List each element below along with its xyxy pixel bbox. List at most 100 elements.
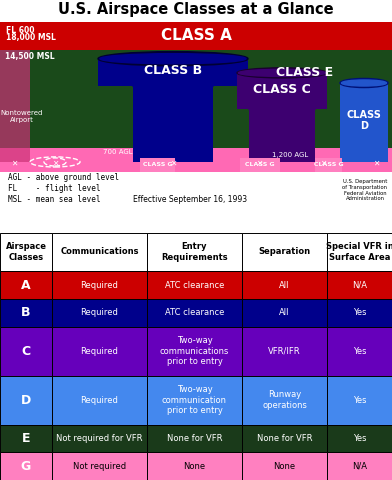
Bar bbox=[147, 452, 242, 480]
Text: Required: Required bbox=[81, 308, 118, 317]
Bar bbox=[327, 452, 392, 480]
Bar bbox=[0, 49, 30, 162]
Text: CLASS
D: CLASS D bbox=[347, 109, 381, 131]
Ellipse shape bbox=[249, 106, 315, 113]
Text: Yes: Yes bbox=[353, 308, 366, 317]
Ellipse shape bbox=[237, 68, 327, 78]
Text: CLASS E: CLASS E bbox=[276, 66, 334, 79]
Text: CLASS A: CLASS A bbox=[161, 28, 231, 43]
Text: ✕: ✕ bbox=[170, 158, 176, 168]
Bar bbox=[0, 375, 52, 425]
Text: None for VFR: None for VFR bbox=[167, 434, 222, 443]
Text: U.S. Airspace Classes at a Glance: U.S. Airspace Classes at a Glance bbox=[58, 2, 334, 17]
Text: Effective September 16, 1993: Effective September 16, 1993 bbox=[133, 195, 247, 204]
Text: Two-way
communication
prior to entry: Two-way communication prior to entry bbox=[162, 385, 227, 415]
Text: Not required: Not required bbox=[73, 462, 126, 471]
Bar bbox=[140, 158, 175, 172]
Bar bbox=[242, 425, 327, 452]
Bar bbox=[0, 425, 52, 452]
Text: All: All bbox=[279, 280, 290, 289]
Text: A: A bbox=[21, 278, 31, 291]
Text: D: D bbox=[21, 394, 31, 407]
Text: 14,500 MSL: 14,500 MSL bbox=[5, 52, 54, 60]
Bar bbox=[327, 326, 392, 375]
Bar bbox=[242, 375, 327, 425]
Bar bbox=[147, 271, 242, 299]
Ellipse shape bbox=[341, 80, 387, 86]
Bar bbox=[242, 271, 327, 299]
Text: Required: Required bbox=[81, 280, 118, 289]
Bar bbox=[147, 375, 242, 425]
Text: FL 600: FL 600 bbox=[6, 26, 34, 36]
Text: G: G bbox=[21, 460, 31, 473]
Text: E: E bbox=[22, 432, 30, 445]
Text: CLASS C: CLASS C bbox=[253, 83, 311, 96]
Bar bbox=[327, 299, 392, 326]
Bar bbox=[52, 452, 147, 480]
Text: Yes: Yes bbox=[353, 347, 366, 356]
Bar bbox=[98, 59, 248, 86]
Bar bbox=[340, 83, 388, 162]
Bar bbox=[249, 109, 315, 162]
Text: Runway
operations: Runway operations bbox=[262, 390, 307, 410]
Bar bbox=[52, 271, 147, 299]
Text: None for VFR: None for VFR bbox=[257, 434, 312, 443]
Text: Special VFR in
Surface Area: Special VFR in Surface Area bbox=[326, 242, 392, 262]
Text: None: None bbox=[274, 462, 296, 471]
Text: AGL - above ground level: AGL - above ground level bbox=[8, 173, 119, 181]
Text: Required: Required bbox=[81, 347, 118, 356]
Ellipse shape bbox=[238, 69, 325, 76]
Text: ATC clearance: ATC clearance bbox=[165, 280, 224, 289]
Text: CLASS G: CLASS G bbox=[245, 163, 275, 168]
Text: 1,200 AGL: 1,200 AGL bbox=[272, 152, 308, 158]
Bar bbox=[242, 299, 327, 326]
Text: Yes: Yes bbox=[353, 434, 366, 443]
Text: Entry
Requirements: Entry Requirements bbox=[161, 242, 228, 262]
Bar bbox=[52, 375, 147, 425]
Bar bbox=[240, 158, 280, 172]
Text: B: B bbox=[21, 306, 31, 319]
Text: CLASS B: CLASS B bbox=[144, 64, 202, 77]
Bar bbox=[242, 452, 327, 480]
Bar bbox=[242, 233, 327, 271]
Text: ✕: ✕ bbox=[11, 158, 17, 168]
Bar bbox=[133, 86, 213, 162]
Bar bbox=[52, 425, 147, 452]
Bar bbox=[147, 299, 242, 326]
Text: Not required for VFR: Not required for VFR bbox=[56, 434, 143, 443]
Bar bbox=[327, 425, 392, 452]
Text: None: None bbox=[183, 462, 205, 471]
Text: FL    - flight level: FL - flight level bbox=[8, 184, 100, 193]
Text: ✕: ✕ bbox=[373, 158, 379, 168]
Ellipse shape bbox=[133, 82, 213, 90]
Text: Yes: Yes bbox=[353, 396, 366, 405]
Text: Separation: Separation bbox=[258, 248, 310, 256]
Bar bbox=[0, 299, 52, 326]
Bar bbox=[327, 375, 392, 425]
Text: ATC clearance: ATC clearance bbox=[165, 308, 224, 317]
Text: N/A: N/A bbox=[352, 462, 367, 471]
Text: C: C bbox=[22, 345, 31, 358]
Bar bbox=[0, 326, 52, 375]
Text: Airspace
Classes: Airspace Classes bbox=[5, 242, 47, 262]
Bar bbox=[237, 73, 327, 109]
Text: Required: Required bbox=[81, 396, 118, 405]
Ellipse shape bbox=[98, 52, 248, 66]
Bar bbox=[147, 233, 242, 271]
Bar bbox=[0, 452, 52, 480]
Ellipse shape bbox=[100, 54, 246, 64]
Bar bbox=[52, 233, 147, 271]
Bar bbox=[147, 425, 242, 452]
Bar bbox=[327, 271, 392, 299]
Bar bbox=[52, 299, 147, 326]
Text: ✕: ✕ bbox=[320, 158, 326, 168]
Bar bbox=[52, 326, 147, 375]
Bar bbox=[315, 158, 342, 172]
Text: ✕: ✕ bbox=[256, 158, 262, 168]
Text: Communications: Communications bbox=[60, 248, 139, 256]
Text: VFR/IFR: VFR/IFR bbox=[268, 347, 301, 356]
Bar bbox=[0, 22, 392, 49]
Text: Nontowered
Airport: Nontowered Airport bbox=[1, 110, 43, 123]
Bar bbox=[147, 326, 242, 375]
Text: N/A: N/A bbox=[352, 280, 367, 289]
